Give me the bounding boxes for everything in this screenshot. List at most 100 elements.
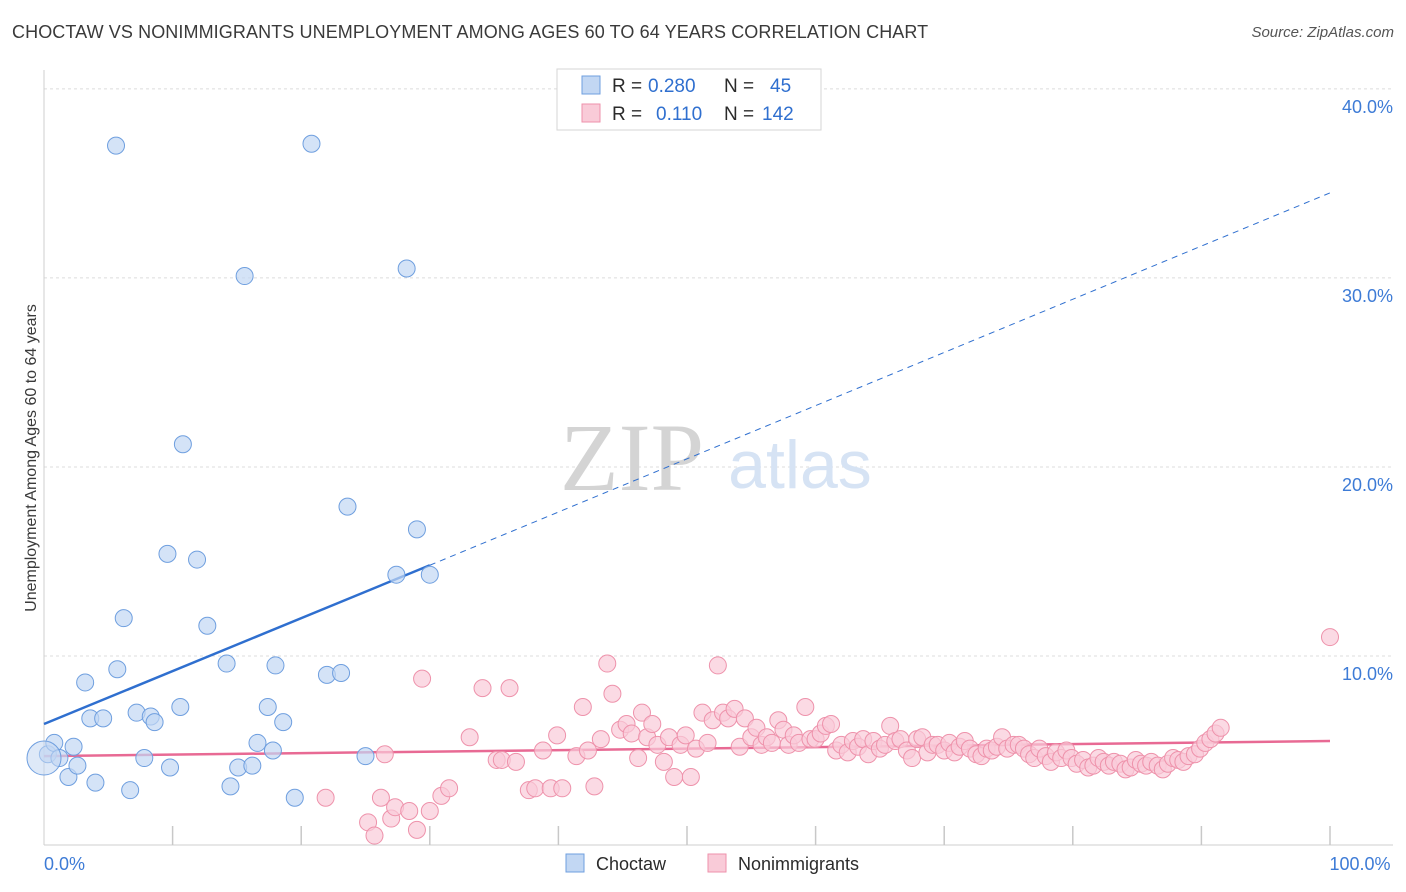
zipatlas-watermark: ZIP atlas <box>560 404 872 511</box>
legend-swatch-choctaw <box>565 853 585 873</box>
point-nonimmigrants <box>526 779 545 798</box>
point-nonimmigrants <box>473 679 492 698</box>
point-choctaw <box>217 654 236 673</box>
point-nonimmigrants <box>681 767 700 786</box>
point-nonimmigrants <box>708 656 727 675</box>
point-nonimmigrants <box>591 730 610 749</box>
point-choctaw <box>173 435 192 454</box>
y-tick-label-40: 40.0% <box>1342 97 1393 117</box>
point-nonimmigrants <box>365 826 384 845</box>
watermark-zip: ZIP <box>560 404 704 511</box>
correlation-stats-box: R = 0.280 N = 45 R = 0.110 N = 142 <box>556 68 822 131</box>
point-choctaw <box>338 497 357 516</box>
point-nonimmigrants <box>643 715 662 734</box>
point-nonimmigrants <box>420 801 439 820</box>
trend-line-choctaw <box>43 564 431 726</box>
stats-n-value-choctaw: 45 <box>770 76 791 97</box>
point-nonimmigrants <box>585 777 604 796</box>
point-choctaw <box>114 609 133 628</box>
legend-label-choctaw: Choctaw <box>596 854 667 874</box>
point-nonimmigrants <box>622 724 641 743</box>
stats-n-value-nonimmigrants: 142 <box>762 104 794 125</box>
point-choctaw <box>121 781 140 800</box>
point-choctaw <box>64 737 83 756</box>
stats-r-label-choctaw: R = <box>612 76 642 97</box>
point-nonimmigrants <box>1211 718 1230 737</box>
point-choctaw <box>158 544 177 563</box>
x-tick-label-0: 0.0% <box>44 854 85 874</box>
choctaw-swatch <box>581 75 601 95</box>
point-nonimmigrants <box>676 726 695 745</box>
point-nonimmigrants <box>598 654 617 673</box>
point-nonimmigrants <box>654 752 673 771</box>
point-choctaw <box>258 698 277 717</box>
point-choctaw <box>76 673 95 692</box>
point-choctaw <box>145 713 164 732</box>
point-choctaw <box>198 616 217 635</box>
point-choctaw <box>274 713 293 732</box>
point-nonimmigrants <box>413 669 432 688</box>
gridlines <box>44 88 1393 657</box>
point-choctaw <box>243 756 262 775</box>
point-choctaw <box>397 259 416 278</box>
point-choctaw <box>188 550 207 569</box>
point-choctaw <box>107 136 126 155</box>
y-axis-label: Unemployment Among Ages 60 to 64 years <box>23 304 40 612</box>
point-choctaw <box>94 709 113 728</box>
point-nonimmigrants <box>822 715 841 734</box>
point-choctaw <box>387 565 406 584</box>
point-choctaw <box>248 733 267 752</box>
point-nonimmigrants <box>548 726 567 745</box>
stats-r-label-nonimmigrants: R = <box>612 104 642 125</box>
stats-n-label-choctaw: N = <box>724 76 754 97</box>
point-nonimmigrants <box>632 703 651 722</box>
point-nonimmigrants <box>698 733 717 752</box>
point-nonimmigrants <box>440 779 459 798</box>
point-choctaw <box>420 565 439 584</box>
point-choctaw <box>263 741 282 760</box>
point-choctaw <box>135 749 154 768</box>
point-nonimmigrants <box>796 698 815 717</box>
nonimmigrants-swatch <box>581 103 601 123</box>
point-nonimmigrants <box>629 749 648 768</box>
point-nonimmigrants <box>553 779 572 798</box>
watermark-atlas: atlas <box>728 427 872 503</box>
legend-label-nonimmigrants: Nonimmigrants <box>738 854 859 874</box>
point-nonimmigrants <box>665 767 684 786</box>
point-nonimmigrants <box>578 741 597 760</box>
point-choctaw <box>68 756 87 775</box>
stats-n-label-nonimmigrants: N = <box>724 104 754 125</box>
point-nonimmigrants <box>460 728 479 747</box>
point-nonimmigrants <box>1321 628 1339 647</box>
point-choctaw <box>171 698 190 717</box>
point-choctaw <box>285 788 304 807</box>
point-choctaw <box>332 663 351 682</box>
point-choctaw <box>221 777 240 796</box>
y-tick-label-10: 10.0% <box>1342 664 1393 684</box>
stats-box-frame <box>556 68 822 131</box>
point-choctaw <box>108 660 127 679</box>
legend: Choctaw Nonimmigrants <box>565 853 859 874</box>
point-choctaw <box>266 656 285 675</box>
tick-labels: 10.0% 20.0% 30.0% 40.0% 0.0% 100.0% <box>44 97 1393 874</box>
point-choctaw <box>302 134 321 153</box>
y-tick-label-20: 20.0% <box>1342 475 1393 495</box>
point-choctaw <box>235 267 254 286</box>
point-nonimmigrants <box>407 820 426 839</box>
y-tick-label-30: 30.0% <box>1342 286 1393 306</box>
stats-r-value-nonimmigrants: 0.110 <box>656 104 702 125</box>
point-choctaw <box>86 773 105 792</box>
point-nonimmigrants <box>603 684 622 703</box>
point-choctaw <box>407 520 426 539</box>
point-nonimmigrants <box>500 679 519 698</box>
chart-title: CHOCTAW VS NONIMMIGRANTS UNEMPLOYMENT AM… <box>12 22 929 42</box>
point-nonimmigrants <box>375 745 394 764</box>
source-credit: Source: ZipAtlas.com <box>1251 24 1394 41</box>
point-nonimmigrants <box>400 801 419 820</box>
data-points <box>26 134 1339 845</box>
point-nonimmigrants <box>316 788 335 807</box>
point-choctaw <box>26 740 62 776</box>
point-nonimmigrants <box>903 749 922 768</box>
x-tick-label-100: 100.0% <box>1329 854 1390 874</box>
